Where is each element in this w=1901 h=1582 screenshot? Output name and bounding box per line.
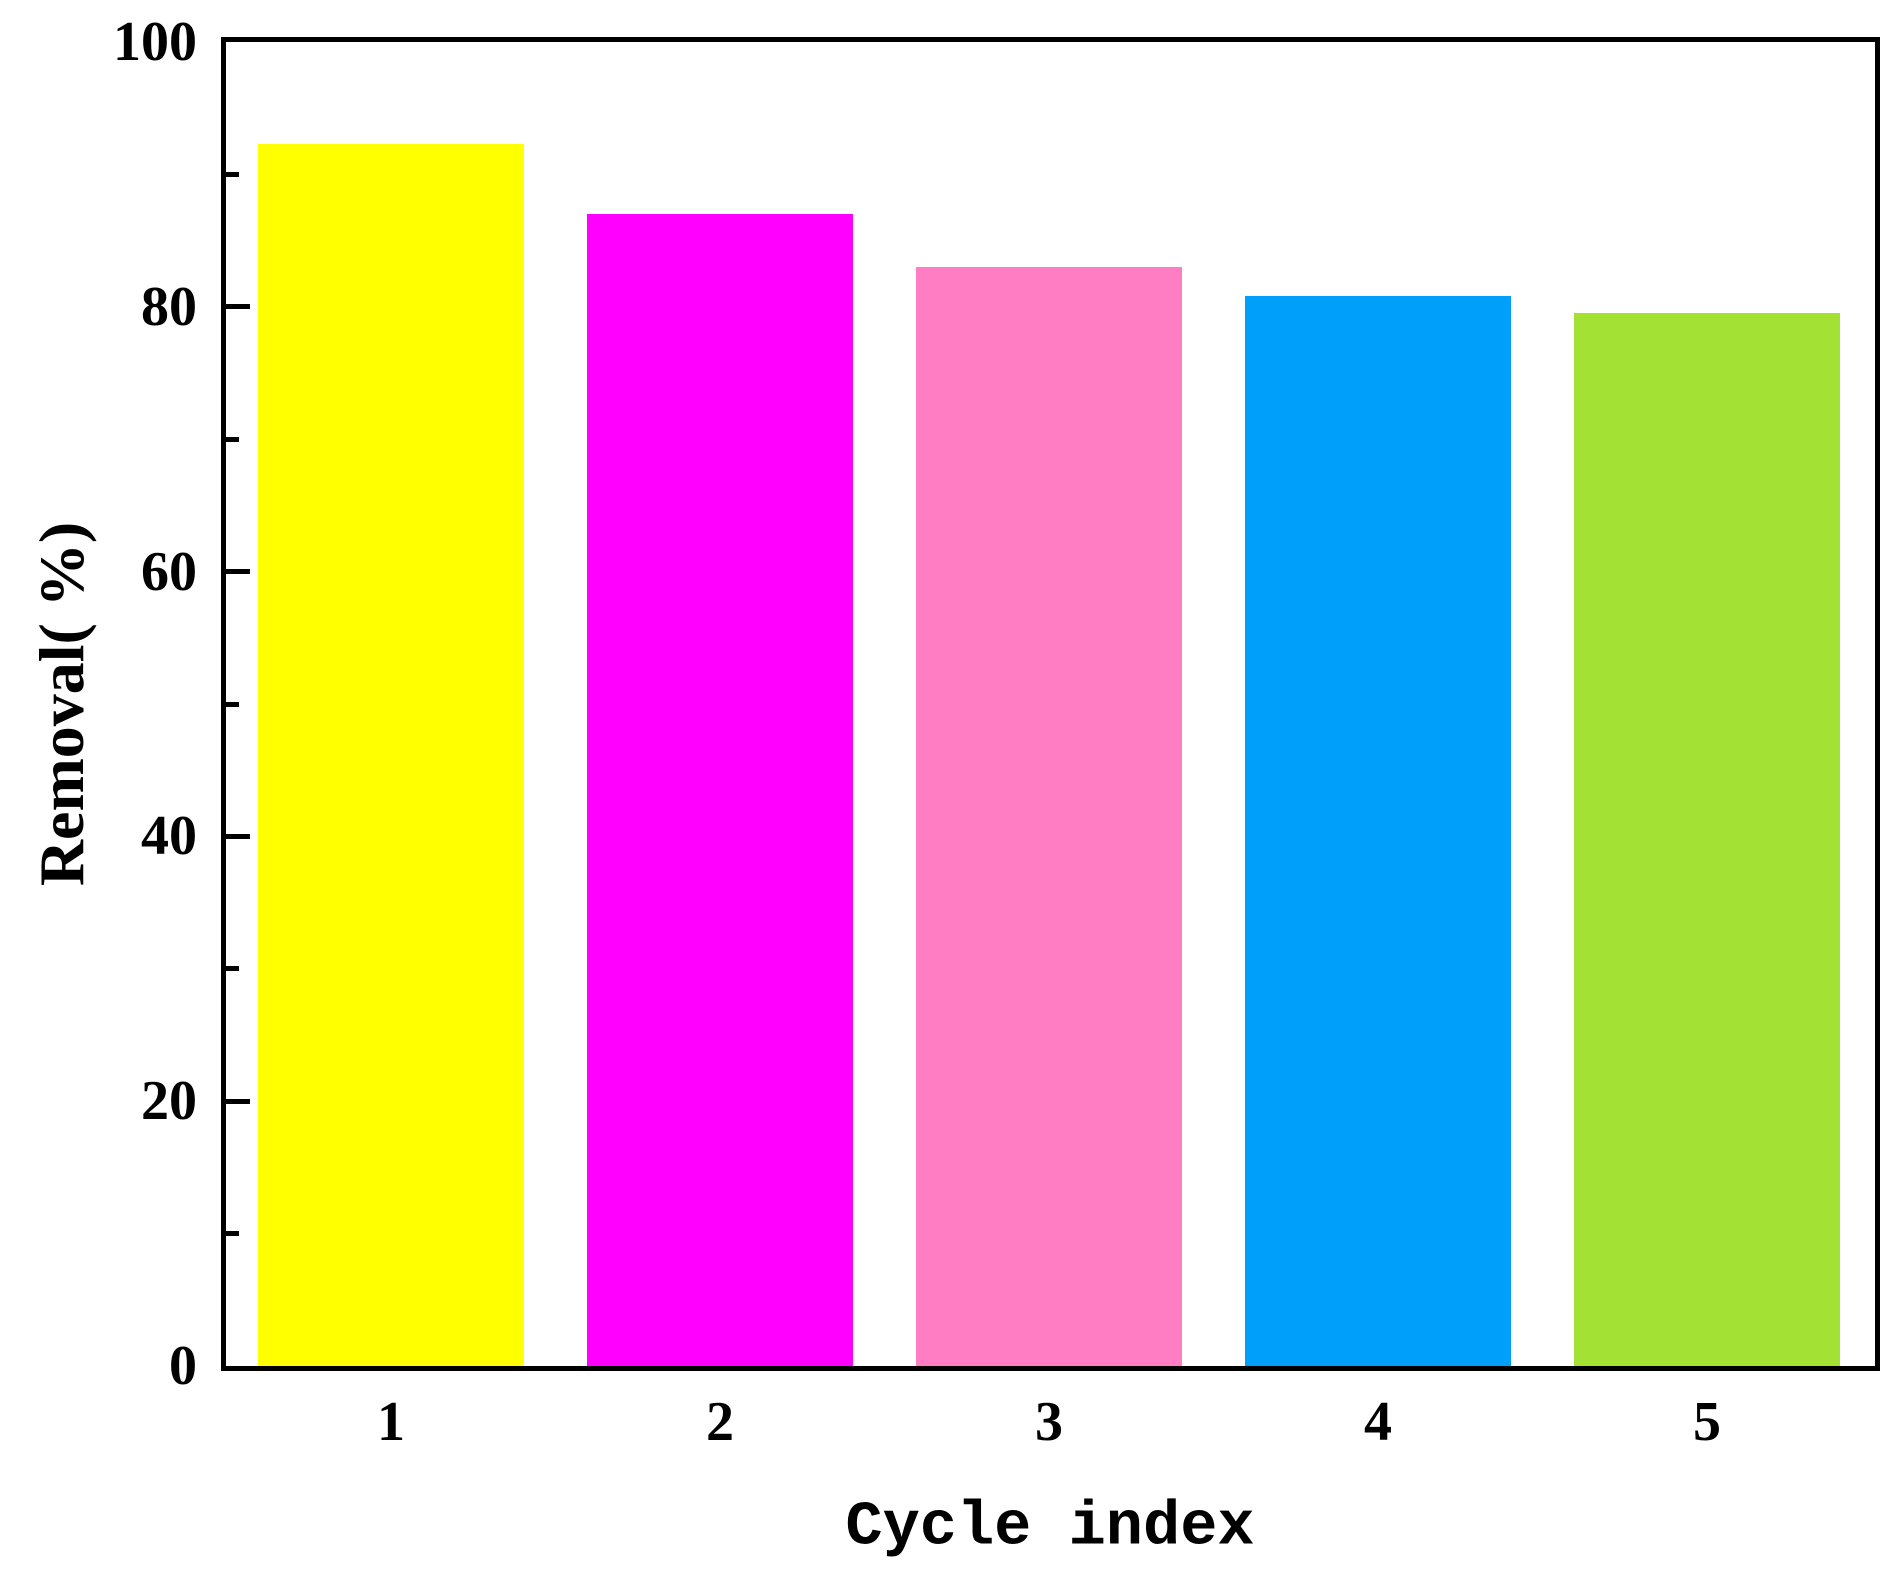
x-tick-label-2: 2 <box>706 1391 734 1453</box>
y-tick-minor-10 <box>226 1231 239 1236</box>
y-tick-label-60: 60 <box>141 541 197 603</box>
y-tick-label-40: 40 <box>141 805 197 867</box>
x-tick-label-4: 4 <box>1364 1391 1392 1453</box>
y-tick-major-20 <box>226 1099 250 1104</box>
y-tick-label-80: 80 <box>141 276 197 338</box>
y-tick-minor-30 <box>226 966 239 971</box>
x-tick-label-3: 3 <box>1035 1391 1063 1453</box>
y-tick-major-40 <box>226 834 250 839</box>
y-tick-minor-50 <box>226 702 239 707</box>
bar-cycle-3 <box>916 267 1182 1366</box>
y-tick-minor-70 <box>226 437 239 442</box>
bar-cycle-4 <box>1245 296 1511 1366</box>
bar-cycle-1 <box>258 144 524 1366</box>
y-tick-label-0: 0 <box>169 1335 197 1397</box>
y-tick-label-20: 20 <box>141 1070 197 1132</box>
plot-area <box>221 37 1880 1371</box>
y-tick-label-100: 100 <box>113 11 197 73</box>
x-axis-title: Cycle index <box>845 1491 1255 1563</box>
y-tick-major-80 <box>226 304 250 309</box>
y-tick-minor-90 <box>226 172 239 177</box>
y-tick-major-60 <box>226 569 250 574</box>
x-tick-label-5: 5 <box>1693 1391 1721 1453</box>
bar-cycle-2 <box>587 214 853 1366</box>
x-tick-label-1: 1 <box>377 1391 405 1453</box>
bar-cycle-5 <box>1574 313 1840 1366</box>
